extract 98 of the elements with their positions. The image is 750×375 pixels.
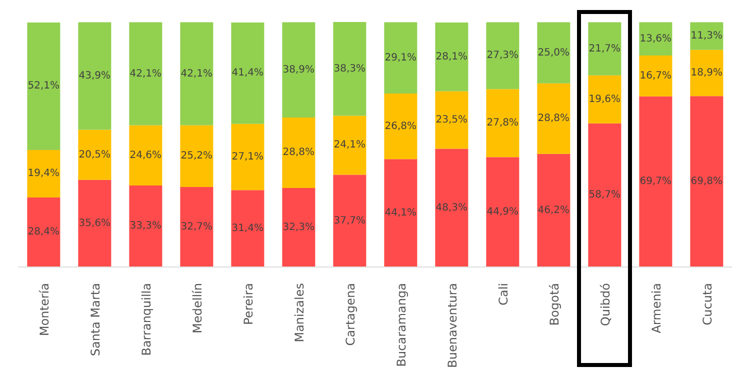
bar	[231, 190, 264, 267]
bar	[282, 117, 316, 188]
data-label: 27,8%	[486, 118, 519, 129]
data-label: 52,1%	[28, 80, 60, 92]
data-label: 23,5%	[436, 114, 468, 126]
bar	[690, 96, 724, 267]
bar	[129, 22, 162, 126]
data-label: 25,2%	[180, 150, 213, 162]
bar	[588, 75, 622, 124]
bar	[333, 116, 366, 175]
bar	[180, 186, 214, 267]
data-label: 44,1%	[384, 208, 417, 219]
data-label: 48,3%	[436, 202, 468, 214]
x-tick-label: Medellín	[190, 283, 204, 334]
data-label: 20,5%	[78, 149, 111, 160]
bar	[690, 50, 724, 96]
data-label: 31,4%	[232, 223, 264, 234]
bar	[690, 22, 724, 50]
data-label: 32,7%	[180, 221, 213, 232]
x-tick-label: Pereira	[242, 283, 256, 325]
x-tick-label: Cartagena	[344, 283, 358, 346]
x-tick-label: Armenia	[650, 283, 664, 334]
bar	[639, 56, 672, 96]
bar	[435, 148, 468, 267]
x-tick-label: Buenaventura	[446, 283, 460, 368]
data-label: 28,4%	[28, 226, 60, 238]
data-label: 69,8%	[690, 176, 723, 188]
data-label: 28,8%	[282, 147, 315, 158]
bar	[180, 125, 214, 187]
bar	[486, 89, 520, 158]
data-label: 19,6%	[588, 94, 621, 105]
x-tick-label: Cali	[496, 283, 510, 306]
x-tick-label: Cucuta	[700, 283, 714, 326]
data-label: 28,1%	[436, 51, 468, 62]
bar	[129, 185, 162, 267]
x-tick-label: Bogotá	[548, 283, 562, 326]
data-label: 19,4%	[28, 168, 60, 180]
data-label: 38,9%	[282, 64, 315, 76]
bar	[231, 124, 264, 190]
data-label: 29,1%	[384, 52, 417, 64]
data-label: 25,0%	[538, 47, 570, 58]
bar	[282, 188, 316, 267]
bar	[435, 22, 468, 92]
bar	[639, 22, 672, 56]
x-tick-label: Montería	[38, 283, 52, 336]
data-label: 35,6%	[78, 218, 111, 229]
bar	[27, 150, 60, 198]
data-label: 28,8%	[538, 113, 570, 124]
data-label: 41,4%	[232, 68, 264, 79]
bar	[639, 96, 672, 267]
bar	[435, 91, 468, 149]
x-tick-label: Manizales	[292, 283, 306, 342]
bar	[282, 22, 316, 118]
data-label: 32,3%	[282, 222, 315, 233]
data-label: 26,8%	[384, 120, 417, 132]
bar	[333, 174, 366, 267]
bar	[180, 22, 214, 126]
bar	[333, 22, 366, 116]
bar	[27, 22, 60, 150]
bar	[588, 123, 622, 267]
data-label: 69,7%	[640, 176, 672, 188]
data-label: 46,2%	[538, 204, 570, 216]
x-tick-label: Barranquilla	[140, 283, 154, 356]
x-tick-label: Quibdó	[598, 283, 612, 326]
bar	[384, 159, 418, 267]
bar	[537, 83, 570, 154]
bar	[537, 22, 570, 84]
bar	[129, 125, 162, 186]
x-tick-label: Bucaramanga	[394, 283, 408, 367]
data-label: 38,3%	[334, 63, 366, 74]
data-label: 27,1%	[232, 151, 264, 162]
bar	[231, 22, 264, 124]
bar	[588, 22, 622, 76]
bar	[486, 157, 520, 267]
data-label: 42,1%	[180, 68, 213, 80]
bar	[384, 93, 418, 160]
data-label: 16,7%	[640, 70, 672, 82]
bar	[78, 130, 112, 180]
data-label: 58,7%	[588, 190, 621, 201]
bar	[537, 154, 570, 267]
bar	[27, 197, 60, 267]
data-label: 37,7%	[334, 215, 366, 226]
data-label: 24,6%	[130, 150, 162, 161]
data-label: 21,7%	[588, 43, 621, 54]
data-label: 44,9%	[486, 206, 519, 218]
x-tick-label: Santa Marta	[88, 283, 102, 356]
data-label: 33,3%	[130, 220, 162, 232]
bar	[384, 22, 418, 94]
bar	[78, 22, 112, 130]
data-label: 27,3%	[486, 50, 519, 62]
data-label: 11,3%	[690, 30, 723, 42]
data-label: 43,9%	[78, 70, 111, 82]
bar	[486, 22, 520, 90]
data-label: 13,6%	[640, 33, 672, 44]
data-label: 42,1%	[130, 68, 162, 80]
bar	[78, 180, 112, 267]
data-label: 24,1%	[334, 140, 366, 151]
data-label: 18,9%	[690, 68, 723, 79]
